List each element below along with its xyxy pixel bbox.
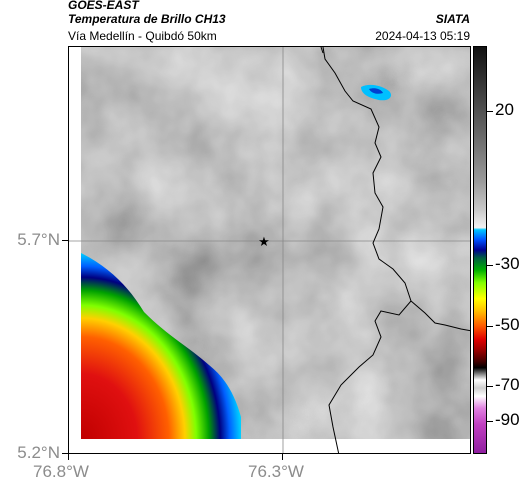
border-line (320, 47, 324, 54)
colorbar-tick (487, 111, 493, 112)
colorbar-label: 20 (495, 100, 514, 119)
border-line (322, 47, 412, 453)
organization-label: SIATA (435, 12, 470, 26)
lat-tick (62, 240, 68, 241)
lon-label-76.3: 76.3°W (248, 462, 304, 481)
temperature-colorbar (473, 46, 487, 454)
star-icon: ★ (258, 235, 270, 250)
location-subtitle: Vía Medellín - Quibdó 50km (68, 29, 217, 43)
colorbar-label: -70 (495, 375, 520, 394)
lat-tick (62, 453, 68, 454)
lon-tick (68, 454, 69, 460)
colorbar-label: -90 (495, 410, 520, 429)
lat-label-5.7: 5.7°N (17, 230, 60, 249)
colorbar-tick (487, 265, 493, 266)
colorbar-label: -30 (495, 254, 520, 273)
lon-tick (282, 454, 283, 460)
colorbar-tick (487, 326, 493, 327)
lon-label-76.8: 76.8°W (33, 462, 89, 481)
colorbar-label: -50 (495, 315, 520, 334)
timestamp-label: 2024-04-13 05:19 (375, 29, 470, 43)
satellite-map[interactable]: ★ (68, 46, 471, 454)
border-line (410, 300, 470, 332)
colorbar-tick (487, 421, 493, 422)
colorbar-tick (487, 386, 493, 387)
product-title: Temperatura de Brillo CH13 (68, 12, 226, 26)
lat-label-5.2: 5.2°N (17, 443, 60, 462)
brightness-temperature-image: ★ (69, 47, 470, 453)
satellite-label: GOES-EAST (68, 0, 139, 12)
storm-cold-cloud-area (81, 253, 241, 439)
